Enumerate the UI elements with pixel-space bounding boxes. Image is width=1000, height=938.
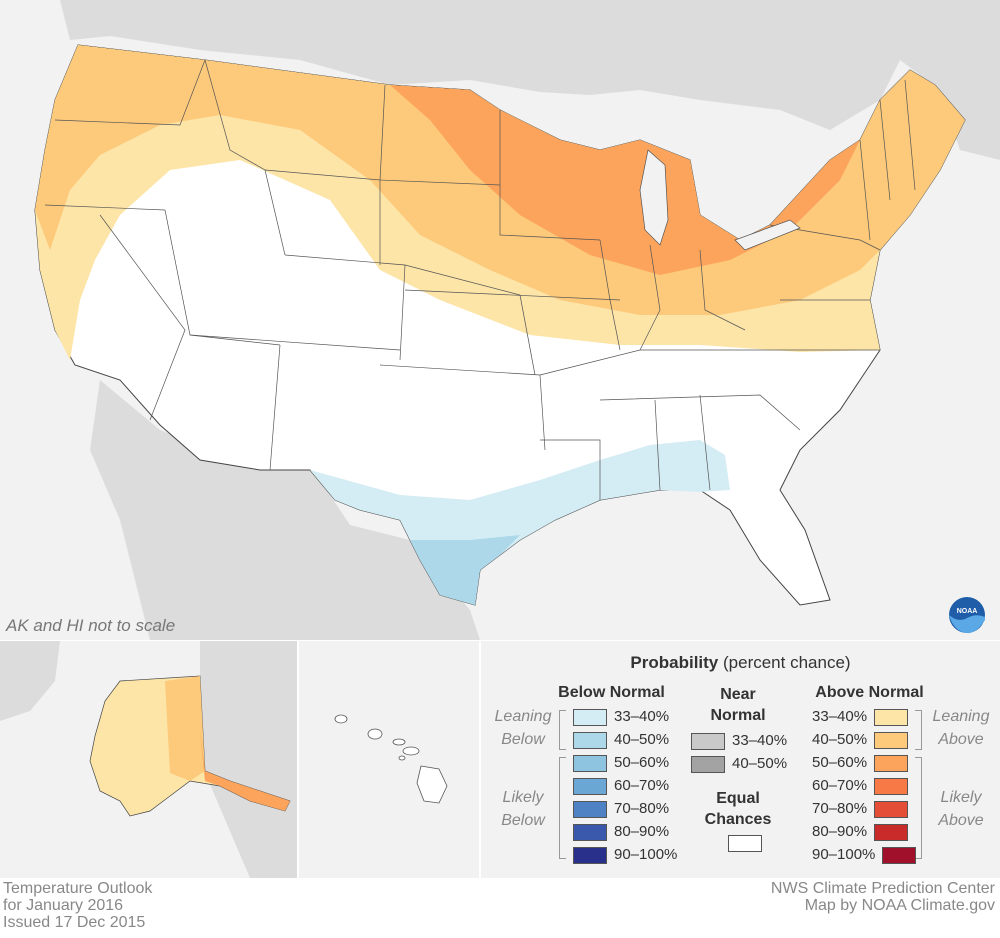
equal-chances-heading: Equal Chances xyxy=(704,790,772,828)
below-normal-swatch xyxy=(573,846,607,864)
below-normal-label: 80–90% xyxy=(614,823,670,840)
below-normal-swatch xyxy=(573,754,607,772)
below-normal-swatch xyxy=(573,800,607,818)
below-normal-item: 90–100% xyxy=(573,846,677,866)
near-normal-label: 40–50% xyxy=(732,755,788,772)
above-normal-item: 40–50% xyxy=(812,731,909,751)
below-normal-item: 40–50% xyxy=(573,731,669,751)
below-normal-label: 33–40% xyxy=(614,708,670,725)
above-normal-swatch xyxy=(874,731,909,749)
below-normal-swatch xyxy=(573,708,607,726)
below-normal-label: 90–100% xyxy=(614,846,678,863)
conus-shape xyxy=(34,44,966,606)
above-normal-swatch xyxy=(874,754,909,772)
below-40-50-zone xyxy=(410,535,520,605)
above-normal-label: 40–50% xyxy=(812,731,868,748)
below-normal-label: 50–60% xyxy=(614,754,670,771)
alaska-above-50-60 xyxy=(200,731,290,811)
below-33-40-zone xyxy=(310,440,730,605)
likely-below-bracket xyxy=(559,757,566,859)
alaska-above-40-50 xyxy=(165,676,205,781)
likely-above-bracket xyxy=(915,757,922,859)
above-normal-item: 33–40% xyxy=(812,708,909,728)
hawaii-map-svg xyxy=(334,714,448,804)
conus-map-svg xyxy=(0,0,1000,640)
near-normal-heading: Near Normal xyxy=(710,686,766,724)
caption-line-1: Temperature Outlook xyxy=(3,880,153,897)
above-normal-label: 70–80% xyxy=(812,800,868,817)
near-normal-swatch xyxy=(691,755,725,773)
below-normal-item: 33–40% xyxy=(573,708,669,728)
near-normal-item: 40–50% xyxy=(691,755,787,775)
legend-title: Probability (percent chance) xyxy=(481,653,1000,673)
above-normal-heading: Above Normal xyxy=(815,684,924,701)
below-normal-label: 70–80% xyxy=(614,800,670,817)
above-normal-swatch xyxy=(874,777,909,795)
russia-land xyxy=(0,641,60,721)
alaska-inset xyxy=(0,641,297,878)
above-normal-item: 60–70% xyxy=(812,777,909,797)
near-normal-swatch xyxy=(691,732,725,750)
lake-michigan xyxy=(639,149,669,246)
below-normal-heading: Below Normal xyxy=(558,684,665,701)
leaning-above-label: Leaning Above xyxy=(932,708,990,748)
equal-chances-swatch xyxy=(728,835,762,852)
below-normal-label: 40–50% xyxy=(614,731,670,748)
above-normal-label: 33–40% xyxy=(812,708,868,725)
above-normal-label: 90–100% xyxy=(812,846,876,863)
above-50-60-zone xyxy=(390,85,860,275)
above-normal-item: 70–80% xyxy=(812,800,909,820)
svg-text:NOAA: NOAA xyxy=(957,608,978,615)
below-normal-swatch xyxy=(573,731,607,749)
alaska-map-svg xyxy=(0,641,297,878)
lake-erie xyxy=(734,219,801,251)
above-normal-item: 50–60% xyxy=(812,754,909,774)
below-normal-label: 60–70% xyxy=(614,777,670,794)
below-normal-item: 50–60% xyxy=(573,754,669,774)
above-normal-swatch xyxy=(882,846,917,864)
legend-title-bold: Probability xyxy=(630,653,719,672)
near-normal-label: 33–40% xyxy=(732,732,788,749)
below-normal-item: 60–70% xyxy=(573,777,669,797)
caption-line-2: for January 2016 xyxy=(3,897,124,914)
above-normal-label: 80–90% xyxy=(812,823,868,840)
below-normal-item: 80–90% xyxy=(573,823,669,843)
above-normal-swatch xyxy=(874,823,909,841)
likely-above-label: Likely Above xyxy=(938,789,984,829)
above-normal-swatch xyxy=(874,708,909,726)
canada-ak-land xyxy=(200,641,297,878)
below-normal-item: 70–80% xyxy=(573,800,669,820)
credits: NWS Climate Prediction Center Map by NOA… xyxy=(771,880,995,914)
near-normal-item: 33–40% xyxy=(691,732,787,752)
above-normal-item: 80–90% xyxy=(812,823,909,843)
caption-line-3: Issued 17 Dec 2015 xyxy=(3,914,146,931)
scale-note: AK and HI not to scale xyxy=(6,616,176,635)
divider xyxy=(297,641,299,878)
below-normal-swatch xyxy=(573,777,607,795)
credit-line-2: Map by NOAA Climate.gov xyxy=(804,897,995,914)
likely-below-label: Likely Below xyxy=(501,789,545,829)
outlook-caption: Temperature Outlook for January 2016 Iss… xyxy=(3,880,152,931)
state-lines xyxy=(44,59,916,500)
legend-title-rest: (percent chance) xyxy=(723,653,851,672)
credit-line-1: NWS Climate Prediction Center xyxy=(770,880,995,897)
canada-land xyxy=(0,0,1000,160)
below-normal-swatch xyxy=(573,823,607,841)
conus-map: AK and HI not to scale NOAA xyxy=(0,0,1000,640)
leaning-below-label: Leaning Below xyxy=(494,708,552,748)
leaning-above-bracket xyxy=(915,710,922,750)
hawaii-inset xyxy=(299,641,479,878)
above-normal-label: 50–60% xyxy=(812,754,868,771)
above-normal-label: 60–70% xyxy=(812,777,868,794)
above-normal-swatch xyxy=(874,800,909,818)
divider xyxy=(479,641,481,878)
above-normal-item: 90–100% xyxy=(812,846,917,866)
legend: Probability (percent chance) Below Norma… xyxy=(481,641,1000,878)
leaning-below-bracket xyxy=(559,710,566,750)
lake-superior xyxy=(560,100,700,150)
